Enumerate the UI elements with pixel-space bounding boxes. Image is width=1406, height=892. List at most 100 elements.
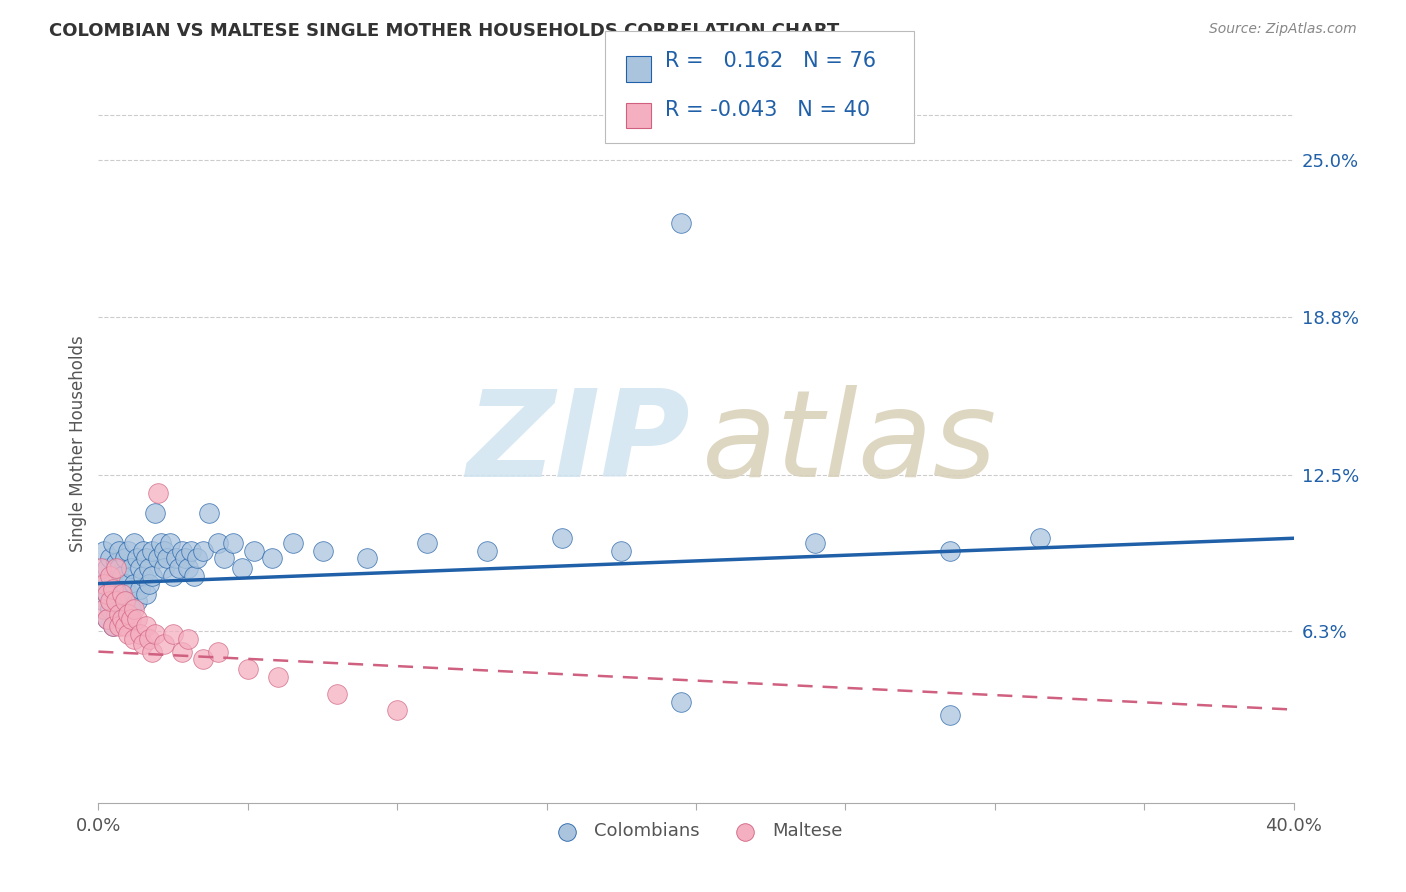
Point xyxy=(243,544,266,558)
Text: Source: ZipAtlas.com: Source: ZipAtlas.com xyxy=(1209,22,1357,37)
Point xyxy=(117,607,139,621)
Point xyxy=(138,632,160,646)
Point xyxy=(174,551,197,566)
Point xyxy=(148,551,170,566)
Text: R = -0.043   N = 40: R = -0.043 N = 40 xyxy=(665,100,870,120)
Point xyxy=(124,602,146,616)
Point xyxy=(103,569,125,583)
Point xyxy=(153,561,176,575)
Point xyxy=(207,645,229,659)
Point xyxy=(385,702,409,716)
Point xyxy=(183,569,205,583)
Point xyxy=(108,607,131,621)
Point xyxy=(108,544,131,558)
Point xyxy=(117,587,139,601)
Point xyxy=(326,688,349,702)
Point xyxy=(222,536,245,550)
Point xyxy=(105,594,128,608)
Point xyxy=(129,627,152,641)
Point xyxy=(120,602,142,616)
Point xyxy=(124,536,146,550)
Point xyxy=(156,551,179,566)
Point xyxy=(117,627,139,641)
Point xyxy=(172,544,194,558)
Point xyxy=(117,544,139,558)
Point xyxy=(127,594,149,608)
Point xyxy=(281,536,304,550)
Point xyxy=(103,619,125,633)
Point xyxy=(127,612,149,626)
Point xyxy=(804,536,827,550)
Point xyxy=(165,551,187,566)
Point xyxy=(475,544,498,558)
Point xyxy=(186,551,208,566)
Point xyxy=(96,561,118,575)
Point xyxy=(162,627,184,641)
Point xyxy=(669,216,692,230)
Legend: Colombians, Maltese: Colombians, Maltese xyxy=(543,815,849,847)
Point xyxy=(93,602,115,616)
Point xyxy=(162,569,184,583)
Point xyxy=(111,587,134,601)
Point xyxy=(148,486,170,500)
Point xyxy=(141,645,163,659)
Point xyxy=(191,652,214,666)
Point xyxy=(143,627,166,641)
Point xyxy=(98,594,122,608)
Point xyxy=(103,582,125,596)
Point xyxy=(135,619,157,633)
Point xyxy=(127,551,149,566)
Point xyxy=(236,662,259,676)
Point xyxy=(124,576,146,591)
Point xyxy=(143,506,166,520)
Point xyxy=(231,561,253,575)
Point xyxy=(212,551,235,566)
Point xyxy=(114,594,136,608)
Point xyxy=(150,536,173,550)
Point xyxy=(111,569,134,583)
Point xyxy=(260,551,283,566)
Point xyxy=(167,561,190,575)
Point xyxy=(96,612,118,626)
Point xyxy=(129,561,152,575)
Point xyxy=(356,551,378,566)
Point xyxy=(90,561,112,575)
Point xyxy=(141,544,163,558)
Point xyxy=(177,632,200,646)
Point xyxy=(132,637,155,651)
Point xyxy=(135,587,157,601)
Point xyxy=(120,561,142,575)
Point xyxy=(90,576,112,591)
Point xyxy=(177,561,200,575)
Point xyxy=(610,544,633,558)
Point xyxy=(1028,531,1050,545)
Point xyxy=(159,536,181,550)
Point xyxy=(111,587,134,601)
Text: R =   0.162   N = 76: R = 0.162 N = 76 xyxy=(665,52,876,71)
Text: ZIP: ZIP xyxy=(467,385,690,502)
Point xyxy=(93,544,115,558)
Point xyxy=(93,576,115,591)
Point xyxy=(138,561,160,575)
Point xyxy=(129,582,152,596)
Point xyxy=(550,531,572,545)
Point xyxy=(108,619,131,633)
Point xyxy=(207,536,229,550)
Point xyxy=(93,594,115,608)
Point xyxy=(105,561,128,575)
Point xyxy=(939,544,962,558)
Point xyxy=(132,544,155,558)
Point xyxy=(96,587,118,601)
Point xyxy=(105,607,128,621)
Text: atlas: atlas xyxy=(702,385,997,502)
Point xyxy=(108,594,131,608)
Point xyxy=(172,645,194,659)
Point xyxy=(96,612,118,626)
Point xyxy=(120,612,142,626)
Point xyxy=(416,536,439,550)
Point xyxy=(114,551,136,566)
Point xyxy=(141,569,163,583)
Point xyxy=(111,612,134,626)
Point xyxy=(153,544,176,558)
Point xyxy=(669,695,692,709)
